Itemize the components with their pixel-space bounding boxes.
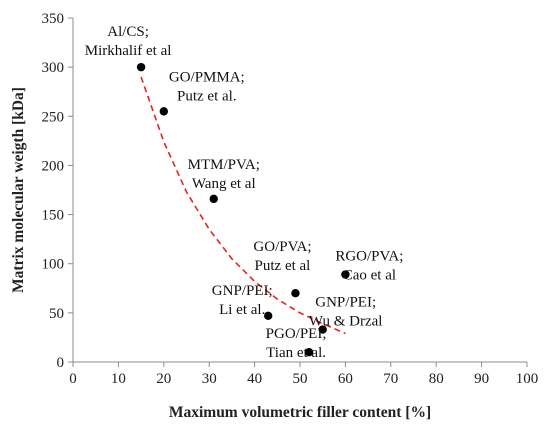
y-axis-title: Matrix molecular weigth [kDa]	[10, 87, 27, 293]
data-point	[136, 62, 146, 72]
data-point-label: Mirkhalif et al	[85, 43, 172, 59]
data-point-label: Cao et al	[343, 268, 396, 284]
y-tick-label: 50	[49, 306, 64, 322]
data-point-label: Wang et al	[192, 176, 256, 192]
data-points-group	[136, 62, 350, 357]
data-point-label: GNP/PEI;	[315, 295, 376, 311]
data-point-label: Putz et al	[255, 258, 311, 274]
x-tick-label: 80	[429, 371, 444, 387]
axes: 0 10 20 30 40 50 60 70 80 90 100 0 50 100 150 200 250 300…	[42, 11, 539, 387]
trend-curve-group	[140, 76, 346, 335]
y-tick-label: 200	[42, 158, 65, 174]
x-tick-label: 90	[474, 371, 489, 387]
data-point-label: GO/PMMA;	[169, 69, 245, 85]
y-tick-label: 300	[42, 60, 65, 76]
data-point-label: Tian et al.	[266, 345, 326, 361]
data-point	[318, 325, 327, 334]
data-point-label: Li et al.	[219, 302, 265, 318]
x-tick-label: 50	[293, 371, 308, 387]
x-tick-label: 0	[69, 371, 77, 387]
x-tick-label: 70	[383, 371, 398, 387]
data-point-label: GO/PVA;	[253, 239, 311, 255]
data-point	[291, 289, 300, 298]
x-axis-title: Maximum volumetric filler content [%]	[169, 404, 431, 421]
data-point	[264, 311, 273, 321]
x-tick-label: 30	[202, 371, 217, 387]
data-point-label: Wu & Drzal	[309, 314, 383, 330]
trend-curve	[140, 76, 346, 335]
point-labels-group: Al/CS; Mirkhalif et al GO/PMMA; Putz et al.…	[85, 24, 404, 361]
x-tick-label: 20	[156, 371, 171, 387]
data-point-label: Al/CS;	[107, 24, 149, 40]
data-point-label: Putz et al.	[177, 88, 237, 104]
data-point	[341, 270, 350, 279]
data-point-label: MTM/PVA;	[188, 157, 260, 173]
data-point-label: PGO/PEI;	[266, 326, 327, 342]
x-tick-label: 10	[111, 371, 126, 387]
y-tick-label: 350	[42, 11, 65, 27]
data-point	[159, 107, 168, 116]
x-tick-label: 40	[247, 371, 262, 387]
data-point	[304, 347, 314, 357]
x-tick-label: 100	[516, 371, 539, 387]
x-tick-label: 60	[338, 371, 353, 387]
data-point-label: GNP/PEI;	[212, 283, 273, 299]
data-point	[209, 194, 218, 204]
y-tick-label: 100	[42, 257, 65, 273]
data-point-label: RGO/PVA;	[335, 249, 403, 265]
y-tick-label: 250	[42, 109, 65, 125]
y-tick-label: 0	[57, 355, 65, 371]
y-tick-label: 150	[42, 208, 65, 224]
